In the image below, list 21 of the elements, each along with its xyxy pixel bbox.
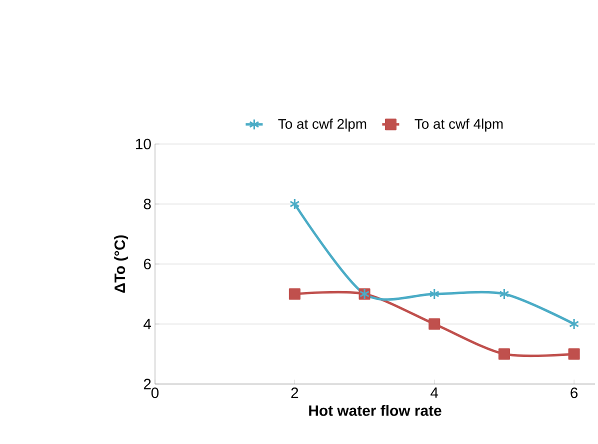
- legend-label: To at cwf 2lpm: [278, 118, 366, 132]
- legend-label: To at cwf 4lpm: [414, 118, 503, 132]
- y-tick-label: 8: [144, 198, 151, 210]
- point: [499, 288, 510, 300]
- point: [568, 318, 580, 330]
- x-tick-label: 4: [430, 388, 438, 398]
- y-axis-title: ΔTo (°C): [114, 235, 128, 293]
- x-tick-label: 2: [291, 388, 298, 398]
- y-tick-label: 10: [136, 138, 151, 150]
- x-tick-label: 6: [570, 388, 578, 398]
- point: [429, 288, 440, 300]
- point: [290, 198, 300, 210]
- point: [428, 318, 440, 330]
- x-axis-title: Hot water flow rate: [309, 404, 442, 416]
- y-tick-label: 6: [144, 258, 151, 270]
- point: [568, 348, 580, 360]
- x-tick-label: 0: [151, 388, 159, 398]
- y-tick-label: 2: [144, 378, 151, 390]
- point: [498, 348, 510, 360]
- y-tick-label: 4: [144, 318, 152, 330]
- point: [288, 288, 300, 300]
